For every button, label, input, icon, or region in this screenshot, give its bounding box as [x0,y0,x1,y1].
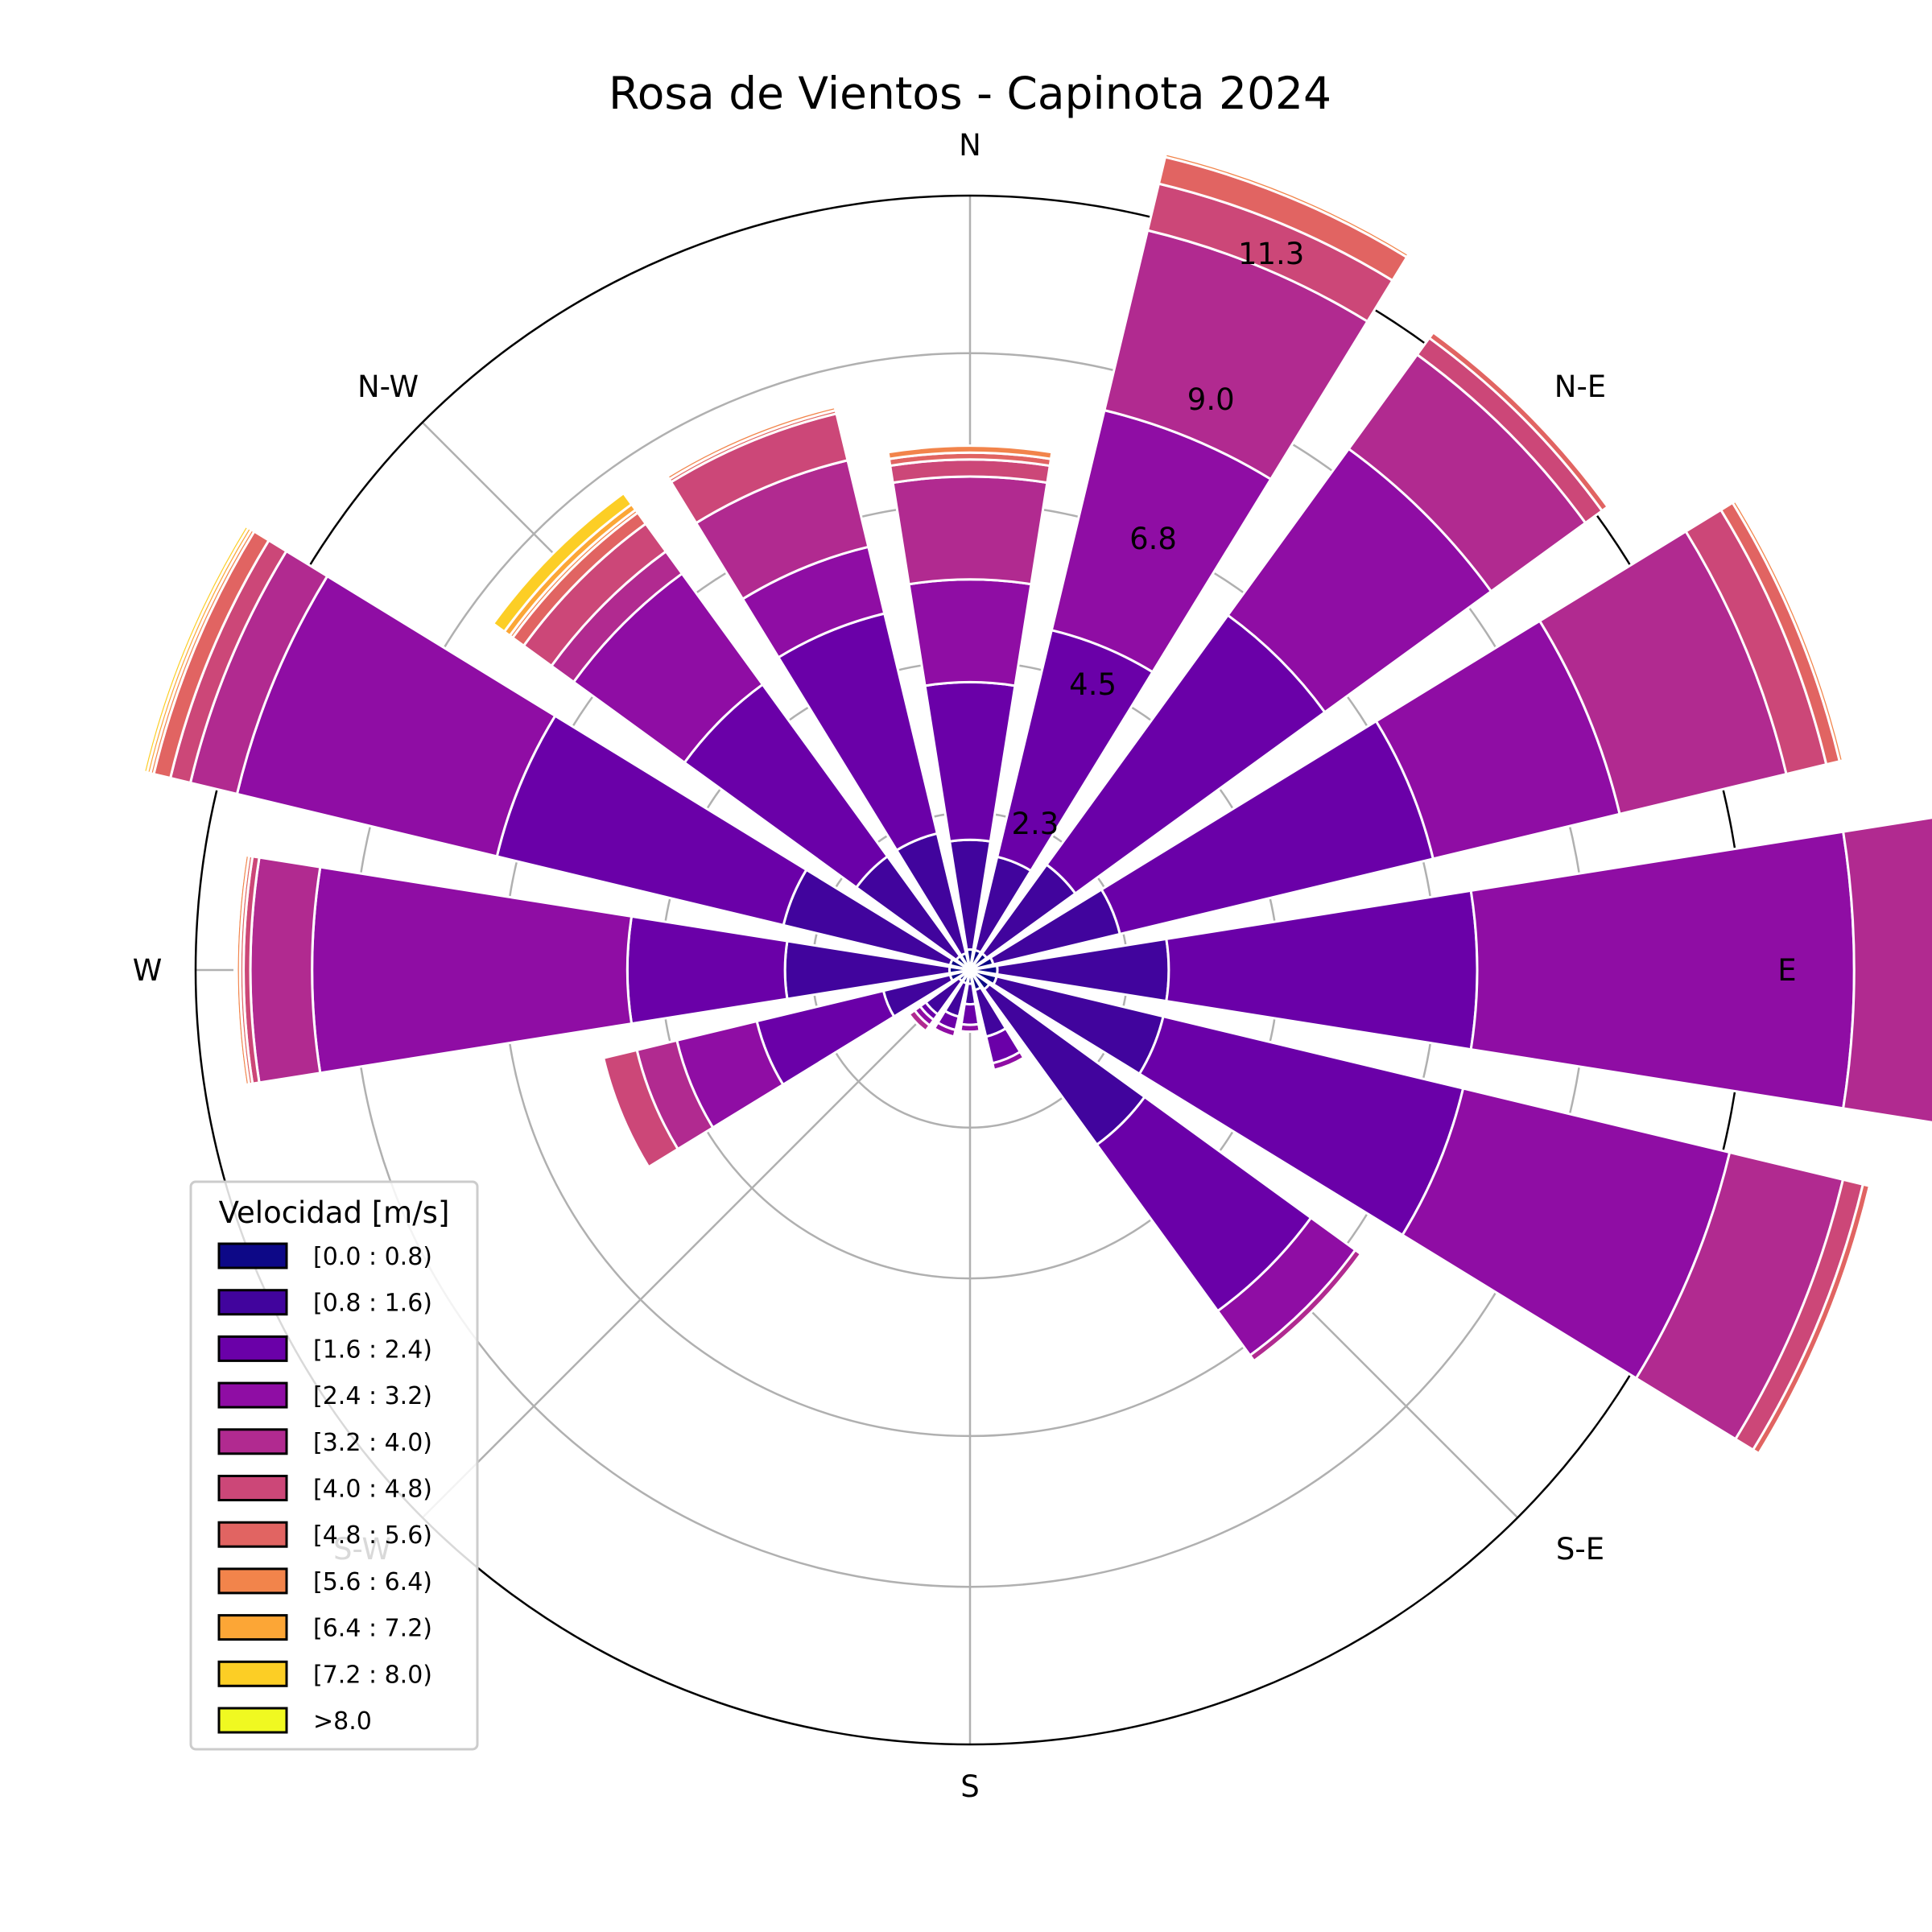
wind-bar-n-bin-2 [923,680,1017,843]
legend-label: [3.2 : 4.0) [313,1429,432,1457]
wind-bar-wsw-bin-5 [601,1048,680,1169]
wind-bar-w-bin-4 [249,856,322,1084]
radial-tick-label: 2.3 [1012,807,1059,841]
direction-label-s-e: S-E [1556,1532,1604,1567]
wind-bar-nnw-bin-7 [666,405,837,481]
wind-bar-e-bin-3 [1469,830,1856,1110]
wind-bar-n-bin-7 [886,444,1054,460]
wind-bar-s-bin-2 [960,1002,980,1026]
wind-bar-ne-bin-6 [1427,330,1610,513]
legend-label: [0.8 : 1.6) [313,1290,432,1318]
direction-label-n-w: N-W [357,369,419,404]
wind-bar-w-bin-8 [233,853,248,1087]
wind-bar-n-bin-4 [891,475,1049,586]
wind-bar-wnw-bin-10 [140,523,247,774]
legend-label: [4.0 : 4.8) [313,1476,432,1504]
wind-bar-w-bin-2 [625,914,789,1026]
direction-label-w: W [133,953,163,988]
legend-swatch [217,1521,288,1548]
legend-frame [189,1180,479,1751]
legend-swatch [217,1707,288,1734]
direction-label-e: E [1777,953,1796,988]
legend-label: >8.0 [313,1707,372,1736]
legend-label: [6.4 : 7.2) [313,1615,432,1643]
legend-label: [4.8 : 5.6) [313,1521,432,1550]
legend-label: [2.4 : 3.2) [313,1382,432,1410]
legend-swatch [217,1475,288,1501]
radial-tick-label: 11.3 [1238,237,1304,271]
wind-bar-nne-bin-7 [1163,152,1410,259]
direction-label-s: S [960,1769,980,1804]
wind-bar-sw-bin-4 [907,1008,932,1033]
radial-tick-label: 4.5 [1069,667,1117,702]
wind-bar-nw-bin-9 [491,491,634,634]
wind-bar-se-bin-4 [1248,1248,1363,1363]
legend-swatch [217,1289,288,1316]
legend-title: Velocidad [m/s] [219,1195,450,1230]
legend-swatch [217,1660,288,1687]
wind-bar-w-bin-3 [311,865,634,1075]
legend-items: [0.0 : 0.8) [0.8 : 1.6) [1.6 : 2.4) [2.4 : … [217,1242,432,1736]
wind-bar-wsw-bin-2 [755,989,896,1087]
legend-swatch [217,1335,288,1362]
wind-bar-s-bin-3 [959,1022,981,1034]
legend-label: [1.6 : 2.4) [313,1335,432,1364]
direction-label-n-e: N-E [1554,369,1606,404]
radial-gridline [421,969,971,1519]
legend-swatch [217,1567,288,1595]
radial-tick-label: 6.8 [1129,522,1177,556]
chart-title: Rosa de Vientos - Capinota 2024 [609,68,1331,119]
radial-tick-label: 9.0 [1187,382,1235,417]
wind-bars [140,152,1932,1456]
legend-label: [0.0 : 0.8) [313,1243,432,1271]
legend-swatch [217,1428,288,1455]
legend-swatch [217,1381,288,1409]
wind-bar-e-bin-4 [1841,816,1932,1124]
direction-label-n: N [959,128,981,163]
legend-label: [5.6 : 6.4) [313,1568,432,1596]
wind-bar-ese-bin-7 [1757,1184,1873,1456]
wind-bar-ene-bin-7 [1731,499,1845,763]
legend-swatch [217,1614,288,1641]
legend-swatch [217,1242,288,1269]
wind-bar-ssw-bin-3 [932,1021,957,1038]
wind-bar-e-bin-2 [1165,889,1479,1051]
legend: Velocidad [m/s] [0.0 : 0.8) [0.8 : 1.6) [1… [189,1180,479,1751]
wind-bar-n-bin-3 [907,578,1033,687]
legend-label: [7.2 : 8.0) [313,1661,432,1689]
wind-bar-sse-bin-3 [991,1050,1026,1071]
